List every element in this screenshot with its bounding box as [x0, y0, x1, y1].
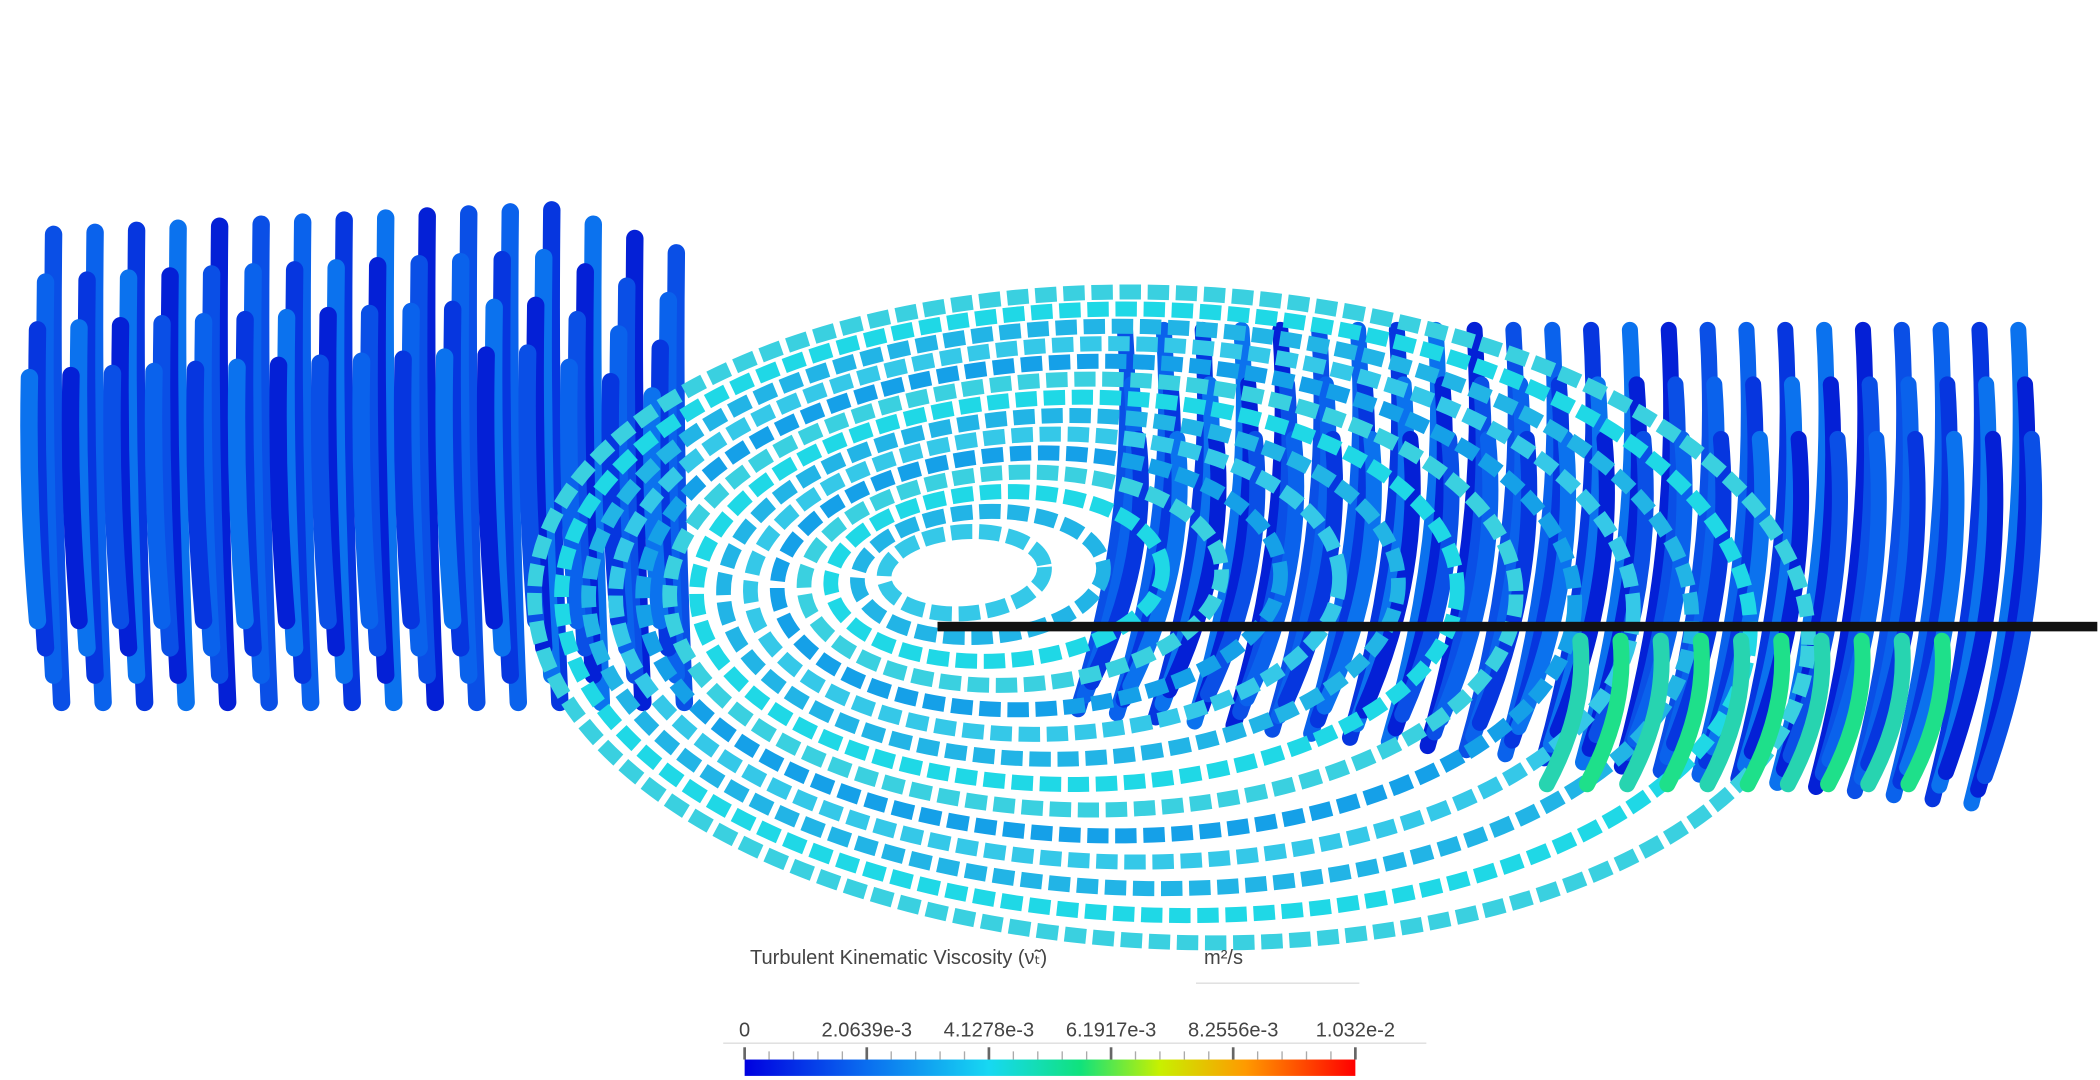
- vortex-ring: [608, 336, 1641, 870]
- stream-tube: [1277, 430, 1344, 711]
- stream-tube: [1860, 632, 1911, 793]
- stream-tube: [186, 360, 213, 630]
- stream-tube: [1900, 632, 1951, 793]
- stream-tube: [1820, 632, 1871, 793]
- stream-tube: [1937, 430, 2004, 780]
- stream-tube: [1579, 632, 1630, 793]
- vortex-ring: [689, 389, 1465, 792]
- vortex-ring: [743, 426, 1347, 742]
- stream-tube: [518, 344, 545, 630]
- stream-tube: [1779, 632, 1831, 793]
- tick-label: 6.1917e-3: [1066, 1019, 1156, 1041]
- stream-tube: [1161, 430, 1227, 699]
- streamlines: [20, 201, 2043, 951]
- tick-label: 4.1278e-3: [944, 1019, 1034, 1041]
- tick-label: 8.2556e-3: [1188, 1019, 1278, 1041]
- stream-tube: [1200, 430, 1266, 703]
- stream-tube: [476, 346, 503, 630]
- vortex-ring: [769, 445, 1288, 718]
- stream-tube: [310, 354, 337, 630]
- stream-tube: [1355, 430, 1421, 719]
- tick-label: 1.032e-2: [1316, 1019, 1395, 1041]
- stream-tube: [61, 366, 88, 630]
- stream-tube: [1538, 632, 1590, 793]
- tick-label: 2.0639e-3: [822, 1019, 912, 1041]
- stream-tube: [1821, 430, 1887, 768]
- stream-tube: [601, 372, 628, 630]
- stream-tube: [1899, 430, 1965, 776]
- stream-tube: [393, 350, 420, 630]
- stream-tube: [435, 348, 462, 630]
- vortex-ring: [662, 371, 1524, 818]
- stream-tube: [20, 368, 47, 630]
- vortex-ring: [527, 284, 1816, 951]
- stream-tube: [1782, 430, 1848, 764]
- tick-label: 0: [739, 1019, 750, 1041]
- stream-tube: [103, 364, 130, 630]
- stream-tube: [1433, 430, 1499, 727]
- stream-tube: [269, 356, 296, 630]
- stream-tube: [1238, 430, 1305, 707]
- stream-tube: [1659, 632, 1710, 793]
- color-legend: Turbulent Kinematic Viscosity (ν̃ₜ) m²/s…: [723, 947, 1427, 1076]
- vortex-ring: [796, 464, 1229, 693]
- stream-tube: [144, 362, 171, 630]
- stream-tube: [1666, 430, 1732, 752]
- plate: [937, 621, 2098, 632]
- stream-tube: [1739, 632, 1791, 793]
- stream-tube: [1976, 430, 2043, 785]
- legend-unit: m²/s: [1204, 947, 1243, 969]
- vortex-ring: [716, 407, 1406, 767]
- stream-tube: [227, 358, 254, 630]
- vortex-ring: [850, 503, 1111, 646]
- vortex-ring: [635, 353, 1583, 844]
- legend-title: Turbulent Kinematic Viscosity (ν̃ₜ): [750, 947, 1047, 969]
- stream-tube: [1743, 430, 1810, 760]
- stream-tube: [1699, 632, 1751, 793]
- vortex-ring: [823, 484, 1170, 669]
- vortex-ring: [554, 301, 1758, 924]
- stream-tube: [352, 352, 379, 630]
- colorbar: [744, 1059, 1356, 1076]
- stream-tube: [1619, 632, 1670, 793]
- stream-tube: [1860, 430, 1926, 772]
- vortex-ring: [876, 524, 1052, 622]
